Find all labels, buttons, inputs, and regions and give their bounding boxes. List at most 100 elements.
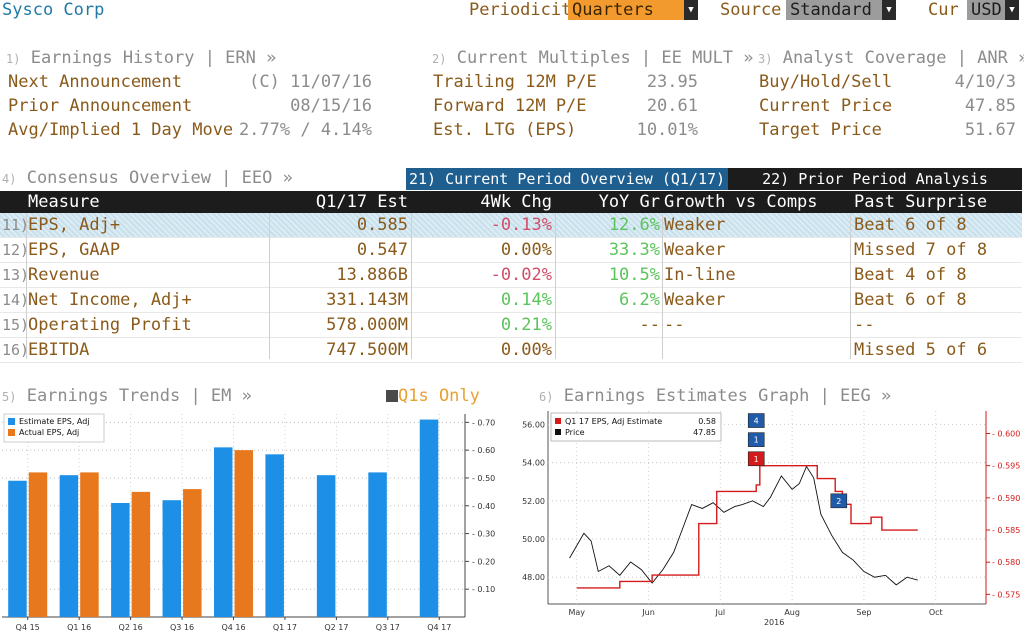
growth-vs-comps-cell: Weaker xyxy=(664,215,726,235)
ltg-row: Est. LTG (EPS) 10.01% xyxy=(432,120,700,144)
left-tick-label: 54.00 xyxy=(522,459,545,468)
measure-cell: Operating Profit xyxy=(28,315,192,335)
four-week-change-cell: -0.13% xyxy=(490,215,552,235)
left-tick-label: 48.00 xyxy=(522,573,545,582)
earnings-history-header[interactable]: 1) Earnings History | ERN » xyxy=(6,48,277,68)
event-marker xyxy=(830,493,848,509)
source-dropdown[interactable]: Standard ▼ xyxy=(786,0,896,20)
column-header-4wk-chg[interactable]: 4Wk Chg xyxy=(480,192,552,212)
x-tick-label: Q3 16 xyxy=(170,623,194,632)
analyst-coverage-title: Analyst Coverage | ANR » xyxy=(782,48,1024,68)
checkbox-icon xyxy=(386,390,398,402)
column-header-measure[interactable]: Measure xyxy=(28,192,100,212)
periodicity-label: Periodicity xyxy=(469,0,582,20)
company-name[interactable]: Sysco Corp xyxy=(2,0,105,20)
y-tick-label: - 0.40 xyxy=(472,502,495,511)
q1s-only-label: Q1s Only xyxy=(398,386,480,406)
row-label: Trailing 12M P/E xyxy=(433,72,597,92)
price-line xyxy=(569,465,918,586)
column-header-past-surprise[interactable]: Past Surprise xyxy=(854,192,988,212)
four-week-change-cell: 0.00% xyxy=(500,240,552,260)
row-value: 47.85 xyxy=(964,96,1016,116)
row-label: Prior Announcement xyxy=(8,96,193,116)
bar-estimate xyxy=(419,419,439,617)
right-tick-label: - 0.580 xyxy=(992,558,1020,567)
estimate-line xyxy=(576,464,918,589)
analyst-coverage-header[interactable]: 3) Analyst Coverage | ANR » xyxy=(758,48,1024,72)
bar-actual xyxy=(183,489,202,617)
column-header-est[interactable]: Q1/17 Est xyxy=(315,192,408,212)
table-row[interactable]: 13) Revenue 13.886B -0.02% 10.5% In-line… xyxy=(0,263,1022,288)
earnings-trends-chart[interactable]: - 0.10 - 0.20 - 0.30 - 0.40 - 0.50 - 0.60 - 0.… xyxy=(0,408,505,633)
column-divider xyxy=(555,213,556,359)
row-number: 15) xyxy=(2,316,30,334)
four-week-change-cell: 0.00% xyxy=(500,340,552,360)
legend-swatch xyxy=(555,418,561,424)
yoy-growth-cell: 10.5% xyxy=(608,265,660,285)
table-row[interactable]: 16) EBITDA 747.500M 0.00% Missed 5 of 6 xyxy=(0,338,1022,363)
tab-prior-period[interactable]: 22) Prior Period Analysis (Q4/16) xyxy=(728,168,1022,210)
table-row[interactable]: 11) EPS, Adj+ 0.585 -0.13% 12.6% Weaker … xyxy=(0,213,1022,238)
row-label: Buy/Hold/Sell xyxy=(759,72,893,92)
legend-box xyxy=(550,412,722,442)
bar-estimate xyxy=(213,447,233,617)
earnings-graph-header[interactable]: 6) Earnings Estimates Graph | EEG » xyxy=(539,386,892,406)
column-header-yoy-gr[interactable]: YoY Gr xyxy=(598,192,660,212)
bar-estimate xyxy=(162,500,182,617)
table-row[interactable]: 14) Net Income, Adj+ 331.143M 0.14% 6.2%… xyxy=(0,288,1022,313)
column-header-growth-vs-comps[interactable]: Growth vs Comps xyxy=(664,192,818,212)
x-tick-label: Q4 15 xyxy=(16,623,40,632)
past-surprise-cell: Beat 4 of 8 xyxy=(854,265,967,285)
estimate-cell: 0.547 xyxy=(356,240,408,260)
forward-pe-row: Forward 12M P/E 20.61 xyxy=(432,96,700,120)
bar-estimate xyxy=(111,502,130,617)
implied-move-row: Avg/Implied 1 Day Move 2.77% / 4.14% xyxy=(6,120,376,144)
consensus-overview-header[interactable]: 4) Consensus Overview | EEO » xyxy=(2,168,293,188)
source-label: Source xyxy=(720,0,782,20)
event-marker-label: 1 xyxy=(754,455,759,464)
row-number: 13) xyxy=(2,266,30,284)
periodicity-dropdown[interactable]: Quarters ▼ xyxy=(568,0,698,20)
earnings-estimates-graph[interactable]: 48.00 50.00 52.00 54.00 56.00 - 0.575 - 0.580 -… xyxy=(508,406,1024,633)
measure-cell: EPS, GAAP xyxy=(28,240,121,260)
current-multiples-header[interactable]: 2) Current Multiples | EE MULT » xyxy=(432,48,754,68)
x-tick-label: Oct xyxy=(929,608,943,617)
earnings-trends-header[interactable]: 5) Earnings Trends | EM » xyxy=(2,386,252,406)
growth-vs-comps-cell: Weaker xyxy=(664,240,726,260)
growth-vs-comps-cell: In-line xyxy=(664,265,736,285)
table-row[interactable]: 12) EPS, GAAP 0.547 0.00% 33.3% Weaker M… xyxy=(0,238,1022,263)
estimate-cell: 747.500M xyxy=(326,340,408,360)
periodicity-value: Quarters xyxy=(568,0,684,20)
tab-current-period[interactable]: 21) Current Period Overview (Q1/17) xyxy=(406,168,728,190)
analyst-coverage-panel: 3) Analyst Coverage | ANR » Buy/Hold/Sel… xyxy=(758,48,1024,144)
x-tick-label: Sep xyxy=(856,608,871,617)
current-multiples-title: Current Multiples | EE MULT » xyxy=(456,48,754,68)
column-divider xyxy=(26,213,27,359)
earnings-history-title: Earnings History | ERN » xyxy=(30,48,277,68)
x-tick-label: Q4 17 xyxy=(427,623,451,632)
x-year-label: 2016 xyxy=(764,618,784,627)
legend-swatch xyxy=(8,429,15,436)
row-label: Target Price xyxy=(759,120,882,140)
bar-estimate xyxy=(368,472,387,617)
row-label: Forward 12M P/E xyxy=(433,96,587,116)
row-value: 23.95 xyxy=(646,72,698,92)
table-row[interactable]: 15) Operating Profit 578.000M 0.21% -- -… xyxy=(0,313,1022,338)
yoy-growth-cell: 6.2% xyxy=(619,290,660,310)
bar-estimate xyxy=(316,475,336,617)
four-week-change-cell: 0.14% xyxy=(500,290,552,310)
current-price-row: Current Price 47.85 xyxy=(758,96,1020,120)
q1s-only-toggle[interactable]: Q1s Only xyxy=(386,386,480,406)
row-number: 11) xyxy=(2,216,30,234)
currency-dropdown[interactable]: USD ▼ xyxy=(967,0,1019,20)
event-marker-label: 4 xyxy=(754,417,759,426)
bar-actual xyxy=(28,472,48,617)
x-tick-label: Q2 16 xyxy=(119,623,143,632)
yoy-growth-cell: 12.6% xyxy=(608,215,660,235)
x-tick-label: Q1 17 xyxy=(273,623,297,632)
currency-value: USD xyxy=(967,0,1005,20)
y-tick-label: - 0.50 xyxy=(472,474,495,483)
x-tick-label: May xyxy=(568,608,585,617)
legend-value: 47.85 xyxy=(693,428,716,437)
earnings-graph-title: Earnings Estimates Graph | EEG » xyxy=(563,386,892,406)
